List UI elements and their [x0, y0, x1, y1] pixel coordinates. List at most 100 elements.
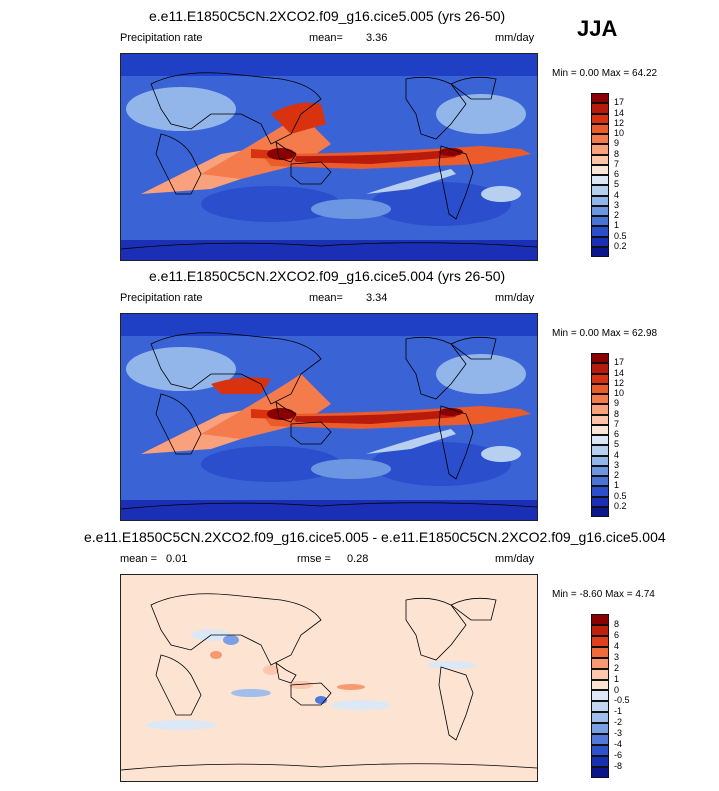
panel3-colorbar-swatch: [591, 614, 609, 625]
panel2-colorbar-tick-label: 9: [614, 398, 620, 409]
panel3-min-max: Min = -8.60 Max = 4.74: [552, 589, 655, 600]
panel2-colorbar-swatch: [591, 445, 609, 456]
panel2-colorbar-tick-label: 2: [614, 470, 620, 480]
panel1-mean-value: 3.36: [366, 32, 388, 44]
panel3-colorbar-swatch: [591, 712, 609, 724]
panel1-colorbar-tick-label: 14: [614, 107, 625, 118]
panel3-colorbar-swatch: [591, 624, 609, 636]
panel1-colorbar-swatch: [591, 164, 609, 175]
panel2-colorbar-swatch: [591, 455, 609, 466]
panel2-colorbar-swatch: [591, 424, 609, 435]
panel1-colorbar-tick-label: 5: [614, 179, 620, 190]
panel3-colorbar-tick-label: -2: [614, 717, 623, 728]
panel3-colorbar-tick-label: 4: [614, 640, 620, 651]
panel3-colorbar-tick-label: -1: [614, 706, 623, 717]
panel1-mean-label: mean=: [309, 32, 343, 44]
panel2-colorbar-swatch: [591, 404, 609, 415]
panel1-colorbar-swatch: [591, 93, 609, 104]
panel3-colorbar-tick-label: 2: [614, 662, 620, 673]
panel3-colorbar-tick-label: 1: [614, 673, 620, 684]
panel1-variable-label: Precipitation rate: [120, 32, 203, 44]
panel3-title: e.e11.E1850C5CN.2XCO2.f09_g16.cice5.005 …: [84, 529, 666, 545]
panel2-colorbar-tick-label: 1: [614, 480, 620, 491]
panel2-colorbar-swatch: [591, 486, 609, 497]
panel1-colorbar-tick-label: 0.5: [614, 230, 627, 241]
panel3-colorbar-swatch: [591, 690, 609, 702]
panel2-colorbar-swatch: [591, 435, 609, 446]
panel3-rmse-value: 0.28: [347, 553, 369, 565]
panel2-colorbar-tick-label: 4: [614, 449, 620, 460]
panel2-colorbar: 17 14 12 10 9 8 7 6 5 4 3 2 1 0.5 0.2: [591, 353, 651, 518]
panel1-precip-map: [120, 53, 538, 261]
panel1-colorbar-swatch: [591, 154, 609, 165]
panel2-colorbar-swatch: [591, 496, 609, 507]
panel1-colorbar-swatch: [591, 185, 609, 196]
panel2-units: mm/day: [495, 292, 535, 304]
panel2-precip-map: [120, 313, 538, 521]
panel1-colorbar-swatch: [591, 144, 609, 155]
panel1-map-field: [121, 54, 537, 260]
panel2-colorbar-tick-label: 7: [614, 418, 620, 429]
panel2-colorbar-swatch: [591, 373, 609, 384]
panel2-colorbar-tick-label: 10: [614, 388, 625, 398]
panel3-colorbar-swatch: [591, 766, 609, 778]
panel1-colorbar-swatch: [591, 103, 609, 114]
panel3-map-field: [121, 575, 537, 781]
panel1-colorbar-tick-label: 7: [614, 158, 620, 169]
panel1-colorbar-swatch: [591, 113, 609, 124]
panel3-colorbar-swatch: [591, 745, 609, 756]
panel2-colorbar-swatch: [591, 414, 609, 425]
panel1-colorbar-tick-label: 0.2: [614, 240, 627, 251]
panel3-units: mm/day: [495, 553, 535, 565]
panel1-colorbar-tick-label: 8: [614, 148, 620, 159]
panel3-colorbar-tick-label: -8: [614, 761, 623, 772]
panel2-colorbar-tick-label: 0.2: [614, 500, 627, 511]
panel2-colorbar-swatch: [591, 476, 609, 487]
panel2-colorbar-tick-label: 17: [614, 357, 625, 368]
panel1-colorbar-swatch: [591, 205, 609, 216]
panel2-colorbar-tick-label: 3: [614, 459, 620, 470]
panel1-colorbar-swatch: [591, 226, 609, 237]
panel2-colorbar-swatch: [591, 394, 609, 405]
panel1-colorbar-tick-label: 4: [614, 189, 620, 200]
panel1-colorbar-tick-label: 1: [614, 220, 620, 231]
panel3-colorbar-swatch: [591, 679, 609, 691]
panel1-colorbar-swatch: [591, 175, 609, 186]
panel1-min-max: Min = 0.00 Max = 64.22: [552, 68, 658, 79]
panel2-min-max: Min = 0.00 Max = 62.98: [552, 328, 658, 339]
panel2-mean-label: mean=: [309, 292, 343, 304]
panel3-colorbar-swatch: [591, 657, 609, 669]
panel1-colorbar-tick-label: 12: [614, 117, 625, 128]
panel2-colorbar-tick-label: 5: [614, 439, 620, 450]
panel3-colorbar-swatch: [591, 701, 609, 713]
panel2-colorbar-swatch: [591, 506, 609, 517]
panel2-colorbar-tick-label: 6: [614, 429, 620, 439]
panel2-colorbar-swatch: [591, 363, 609, 374]
panel3-colorbar-swatch: [591, 668, 609, 680]
panel2-mean-value: 3.34: [366, 292, 388, 304]
panel1-title: e.e11.E1850C5CN.2XCO2.f09_g16.cice5.005 …: [149, 8, 506, 24]
panel3-colorbar-tick-label: 8: [614, 618, 620, 629]
panel1-colorbar-tick-label: 6: [614, 169, 620, 179]
panel1-colorbar-tick-label: 3: [614, 199, 620, 210]
panel1-colorbar-tick-label: 9: [614, 138, 620, 149]
panel3-colorbar-tick-label: -0.5: [614, 695, 630, 706]
panel2-map-field: [121, 314, 537, 520]
panel3-colorbar-swatch: [591, 723, 609, 735]
panel3-colorbar-tick-label: 6: [614, 629, 620, 640]
panel2-title: e.e11.E1850C5CN.2XCO2.f09_g16.cice5.004 …: [149, 268, 506, 284]
panel3-colorbar-tick-label: -3: [614, 728, 623, 739]
panel3-colorbar-swatch: [591, 755, 609, 767]
panel3-colorbar-swatch: [591, 646, 609, 658]
panel1-colorbar-swatch: [591, 134, 609, 145]
panel1-colorbar-swatch: [591, 236, 609, 247]
panel3-colorbar: 8 6 4 3 2 1 0 -0.5 -1 -2 -3 -4 -6 -8: [591, 614, 651, 779]
panel1-colorbar-tick-label: 17: [614, 97, 625, 108]
panel2-colorbar-tick-label: 14: [614, 367, 625, 378]
panel1-colorbar: 17 14 12 10 9 8 7 6 5 4 3 2 1 0.5 0.2: [591, 93, 651, 258]
panel1-units: mm/day: [495, 32, 535, 44]
panel2-colorbar-tick-label: 8: [614, 408, 620, 419]
panel3-colorbar-swatch: [591, 635, 609, 647]
panel2-colorbar-tick-label: 12: [614, 377, 625, 388]
panel3-difference-map: [120, 574, 538, 782]
